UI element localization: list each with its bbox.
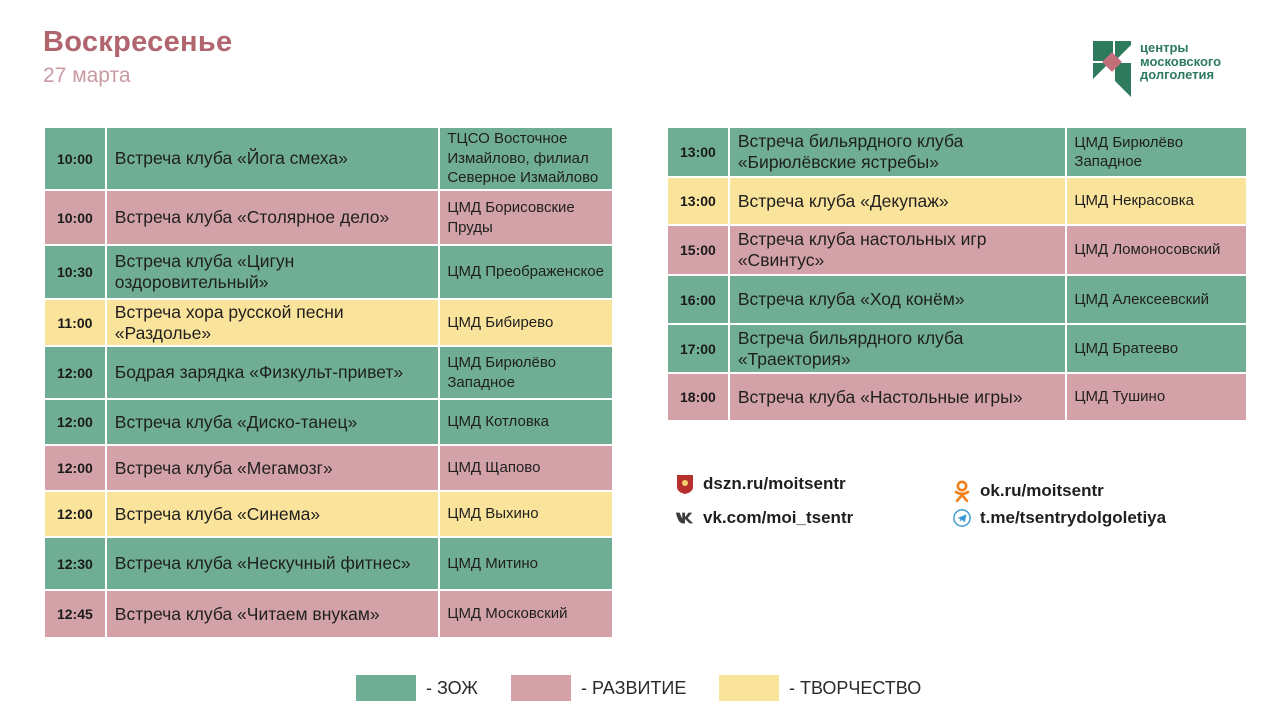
event-name: Встреча клуба «Диско-танец» <box>104 398 441 446</box>
logo-line-3: долголетия <box>1140 67 1215 82</box>
page-date: 27 марта <box>43 64 131 87</box>
schedule-row: 13:00 Встреча клуба «Декупаж» ЦМД Некрасов… <box>666 176 1248 226</box>
event-location: ЦМД Бирюлёво Западное <box>438 345 614 400</box>
event-name: Встреча бильярдного клуба «Бирюлёвские я… <box>727 126 1068 178</box>
legend-razvitie: - РАЗВИТИЕ <box>511 675 686 701</box>
legend-swatch-tvorchestvo <box>719 675 779 701</box>
odnoklassniki-icon <box>953 480 971 502</box>
schedule-row: 15:00 Встреча клуба настольных игр «Свинт… <box>666 224 1248 276</box>
event-time: 10:00 <box>43 189 107 246</box>
telegram-link[interactable]: t.me/tsentrydolgoletiya <box>953 508 1166 528</box>
event-time: 10:30 <box>43 244 107 300</box>
legend-zoj: - ЗОЖ <box>356 675 478 701</box>
event-name: Встреча клуба «Йога смеха» <box>104 126 441 191</box>
event-time: 17:00 <box>666 323 730 374</box>
event-name: Встреча клуба «Синема» <box>104 490 441 538</box>
event-time: 12:30 <box>43 536 107 591</box>
event-time: 12:00 <box>43 444 107 492</box>
legend-tvorchestvo: - ТВОРЧЕСТВО <box>719 675 921 701</box>
event-location: ЦМД Бибирево <box>438 298 614 347</box>
legend-swatch-razvitie <box>511 675 571 701</box>
event-time: 12:45 <box>43 589 107 639</box>
event-name: Встреча клуба «Нескучный фитнес» <box>104 536 441 591</box>
telegram-icon <box>953 509 971 527</box>
event-name: Встреча клуба «Ход конём» <box>727 274 1068 325</box>
schedule-row: 11:00 Встреча хора русской песни «Раздоль… <box>43 298 614 347</box>
schedule-row: 12:00 Бодрая зарядка «Физкульт-привет» ЦМД… <box>43 345 614 400</box>
event-time: 18:00 <box>666 372 730 422</box>
page-title: Воскресенье <box>43 26 233 58</box>
event-name: Бодрая зарядка «Физкульт-привет» <box>104 345 441 400</box>
event-location: ЦМД Братеево <box>1065 323 1248 374</box>
event-location: ЦМД Митино <box>438 536 614 591</box>
moscow-emblem-icon <box>676 475 694 494</box>
ok-link-text: ok.ru/moitsentr <box>980 481 1104 500</box>
event-location: ЦМД Московский <box>438 589 614 639</box>
event-name: Встреча клуба «Столярное дело» <box>104 189 441 246</box>
event-name: Встреча клуба «Мегамозг» <box>104 444 441 492</box>
schedule-row: 16:00 Встреча клуба «Ход конём» ЦМД Алексе… <box>666 274 1248 325</box>
event-name: Встреча клуба «Цигун оздоровительный» <box>104 244 441 300</box>
legend-label-razvitie: - РАЗВИТИЕ <box>581 677 687 698</box>
schedule-table-left: 10:00 Встреча клуба «Йога смеха» ТЦСО Вост… <box>43 126 614 639</box>
ok-link[interactable]: ok.ru/moitsentr <box>953 480 1104 502</box>
logo-text: центры московского долголетия <box>1140 41 1221 82</box>
schedule-row: 10:00 Встреча клуба «Столярное дело» ЦМД Б… <box>43 189 614 246</box>
event-location: ЦМД Котловка <box>438 398 614 446</box>
schedule-row: 17:00 Встреча бильярдного клуба «Траектор… <box>666 323 1248 374</box>
logo-line-2: московского <box>1140 53 1222 69</box>
event-location: ЦМД Щапово <box>438 444 614 492</box>
event-time: 12:00 <box>43 345 107 400</box>
event-time: 16:00 <box>666 274 730 325</box>
schedule-table-right: 13:00 Встреча бильярдного клуба «Бирюлёвс… <box>666 126 1248 422</box>
event-time: 12:00 <box>43 398 107 446</box>
event-location: ЦМД Алексеевский <box>1065 274 1248 325</box>
event-time: 15:00 <box>666 224 730 276</box>
dszn-link[interactable]: dszn.ru/moitsentr <box>676 474 846 494</box>
event-name: Встреча клуба настольных игр «Свинтус» <box>727 224 1068 276</box>
schedule-row: 13:00 Встреча бильярдного клуба «Бирюлёвс… <box>666 126 1248 178</box>
event-name: Встреча хора русской песни «Раздолье» <box>104 298 441 347</box>
event-name: Встреча клуба «Настольные игры» <box>727 372 1068 422</box>
schedule-row: 12:30 Встреча клуба «Нескучный фитнес» ЦМД… <box>43 536 614 591</box>
event-time: 13:00 <box>666 126 730 178</box>
telegram-link-text: t.me/tsentrydolgoletiya <box>980 508 1167 527</box>
schedule-row: 12:45 Встреча клуба «Читаем внукам» ЦМД Мо… <box>43 589 614 639</box>
event-location: ЦМД Выхино <box>438 490 614 538</box>
event-location: ЦМД Борисовские Пруды <box>438 189 614 246</box>
event-location: ЦМД Ломоносовский <box>1065 224 1248 276</box>
schedule-row: 12:00 Встреча клуба «Мегамозг» ЦМД Щапово <box>43 444 614 492</box>
dszn-link-text: dszn.ru/moitsentr <box>703 474 846 493</box>
legend-label-zoj: - ЗОЖ <box>426 677 478 698</box>
schedule-row: 10:00 Встреча клуба «Йога смеха» ТЦСО Вост… <box>43 126 614 191</box>
schedule-row: 10:30 Встреча клуба «Цигун оздоровительны… <box>43 244 614 300</box>
logo-mark-icon <box>1093 41 1131 97</box>
event-name: Встреча клуба «Декупаж» <box>727 176 1068 226</box>
event-time: 12:00 <box>43 490 107 538</box>
legend-swatch-zoj <box>356 675 416 701</box>
vk-icon <box>676 509 694 527</box>
event-time: 10:00 <box>43 126 107 191</box>
logo-line-1: центры <box>1140 40 1189 55</box>
schedule-row: 12:00 Встреча клуба «Синема» ЦМД Выхино <box>43 490 614 538</box>
vk-link-text: vk.com/moi_tsentr <box>703 508 854 527</box>
centers-logo: центры московского долголетия <box>1093 41 1253 99</box>
event-name: Встреча клуба «Читаем внукам» <box>104 589 441 639</box>
legend-label-tvorchestvo: - ТВОРЧЕСТВО <box>789 677 922 698</box>
vk-link[interactable]: vk.com/moi_tsentr <box>676 508 853 528</box>
event-location: ЦМД Некрасовка <box>1065 176 1248 226</box>
event-name: Встреча бильярдного клуба «Траектория» <box>727 323 1068 374</box>
event-location: ЦМД Преображенское <box>438 244 614 300</box>
event-location: ЦМД Бирюлёво Западное <box>1065 126 1248 178</box>
event-time: 13:00 <box>666 176 730 226</box>
event-location: ЦМД Тушино <box>1065 372 1248 422</box>
event-time: 11:00 <box>43 298 107 347</box>
event-location: ТЦСО Восточное Измайлово, филиал Северно… <box>438 126 614 191</box>
schedule-row: 12:00 Встреча клуба «Диско-танец» ЦМД Котл… <box>43 398 614 446</box>
schedule-row: 18:00 Встреча клуба «Настольные игры» ЦМД … <box>666 372 1248 422</box>
